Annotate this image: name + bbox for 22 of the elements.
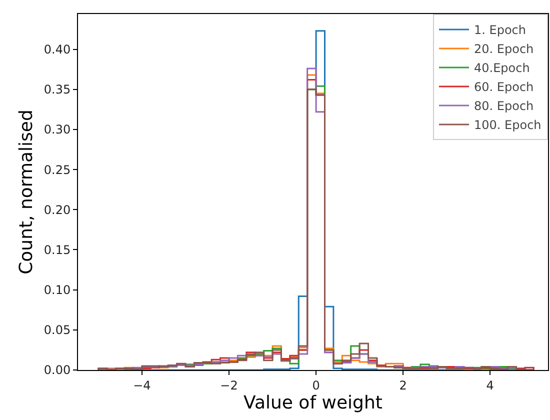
legend-label: 20. Epoch bbox=[474, 42, 534, 56]
y-tick-label: 0.40 bbox=[44, 42, 71, 56]
legend-label: 1. Epoch bbox=[474, 23, 526, 38]
legend-label: 40.Epoch bbox=[474, 61, 530, 76]
y-axis-title: Count, normalised bbox=[16, 110, 38, 274]
x-tick-label: 2 bbox=[399, 378, 407, 392]
legend-label: 60. Epoch bbox=[474, 80, 534, 94]
legend-label: 80. Epoch bbox=[474, 99, 534, 114]
legend-label: 100. Epoch bbox=[474, 118, 542, 132]
x-axis-title: Value of weight bbox=[244, 392, 382, 414]
y-tick-label: 0.15 bbox=[44, 242, 71, 257]
y-tick-label: 0.30 bbox=[44, 122, 71, 137]
x-tick-label: 0 bbox=[312, 378, 320, 392]
y-tick-label: 0.05 bbox=[44, 323, 71, 338]
y-tick-label: 0.35 bbox=[44, 82, 71, 97]
x-tick-label: −4 bbox=[133, 378, 151, 392]
y-tick-label: 0.20 bbox=[44, 202, 71, 217]
x-tick-label: 4 bbox=[486, 378, 494, 392]
y-tick-label: 0.25 bbox=[44, 162, 71, 177]
y-tick-label: 0.00 bbox=[44, 363, 71, 378]
x-tick-label: −2 bbox=[220, 378, 238, 392]
y-tick-label: 0.10 bbox=[44, 283, 71, 298]
